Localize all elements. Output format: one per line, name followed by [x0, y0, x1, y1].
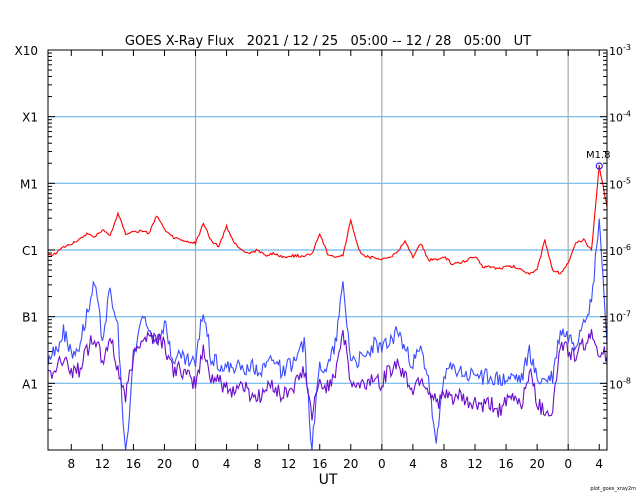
x-tick-label: 0 — [378, 457, 386, 471]
x-tick-label: 20 — [157, 457, 172, 471]
x-tick-label: 12 — [95, 457, 110, 471]
series-line — [47, 329, 608, 421]
left-axis-label: B1 — [22, 311, 38, 325]
x-tick-label: 16 — [126, 457, 141, 471]
x-tick-label: 4 — [409, 457, 417, 471]
x-tick-label: 16 — [498, 457, 513, 471]
left-axis-label: M1 — [20, 177, 38, 191]
right-axis-base: 10 — [609, 245, 623, 258]
x-tick-label: 12 — [281, 457, 296, 471]
footnote: plot_goes_xray2m — [590, 486, 636, 492]
right-axis-exponent: -3 — [623, 43, 631, 52]
right-axis-base: 10 — [609, 112, 623, 125]
x-tick-label: 4 — [595, 457, 603, 471]
x-tick-label: 8 — [440, 457, 448, 471]
right-axis-label: 10-4 — [609, 110, 631, 125]
right-axis-label: 10-7 — [609, 310, 631, 325]
right-axis-exponent: -7 — [623, 310, 631, 319]
left-axis-label: X10 — [15, 44, 39, 58]
x-tick-label: 20 — [343, 457, 358, 471]
series-line — [47, 164, 608, 276]
left-axis-label: C1 — [22, 244, 38, 258]
left-axis-label: X1 — [22, 111, 38, 125]
chart-title: GOES X-Ray Flux 2021 / 12 / 25 05:00 -- … — [125, 34, 531, 49]
right-axis-exponent: -8 — [623, 376, 631, 385]
right-axis-base: 10 — [609, 312, 623, 325]
right-axis-label: 10-8 — [609, 376, 631, 391]
x-tick-label: 12 — [467, 457, 482, 471]
x-tick-label: 0 — [192, 457, 200, 471]
left-axis-label: A1 — [22, 377, 38, 391]
right-axis-base: 10 — [609, 178, 623, 191]
right-axis-label: 10-5 — [609, 176, 631, 191]
flare-peak-marker — [595, 162, 603, 170]
x-tick-label: 8 — [67, 457, 75, 471]
right-axis-exponent: -6 — [623, 243, 631, 252]
right-axis-label: 10-6 — [609, 243, 631, 258]
right-axis-label: 10-3 — [609, 43, 631, 58]
right-axis-exponent: -4 — [623, 110, 631, 119]
right-axis-exponent: -5 — [623, 176, 631, 185]
series-line — [47, 218, 608, 451]
right-axis-base: 10 — [609, 45, 623, 58]
flare-annotation-label: M1.8 — [586, 150, 611, 161]
x-tick-label: 0 — [564, 457, 572, 471]
right-axis-base: 10 — [609, 378, 623, 391]
x-tick-label: 20 — [529, 457, 544, 471]
x-tick-label: 16 — [312, 457, 327, 471]
x-axis-label: UT — [319, 472, 338, 488]
x-tick-label: 4 — [223, 457, 231, 471]
x-tick-label: 8 — [254, 457, 262, 471]
